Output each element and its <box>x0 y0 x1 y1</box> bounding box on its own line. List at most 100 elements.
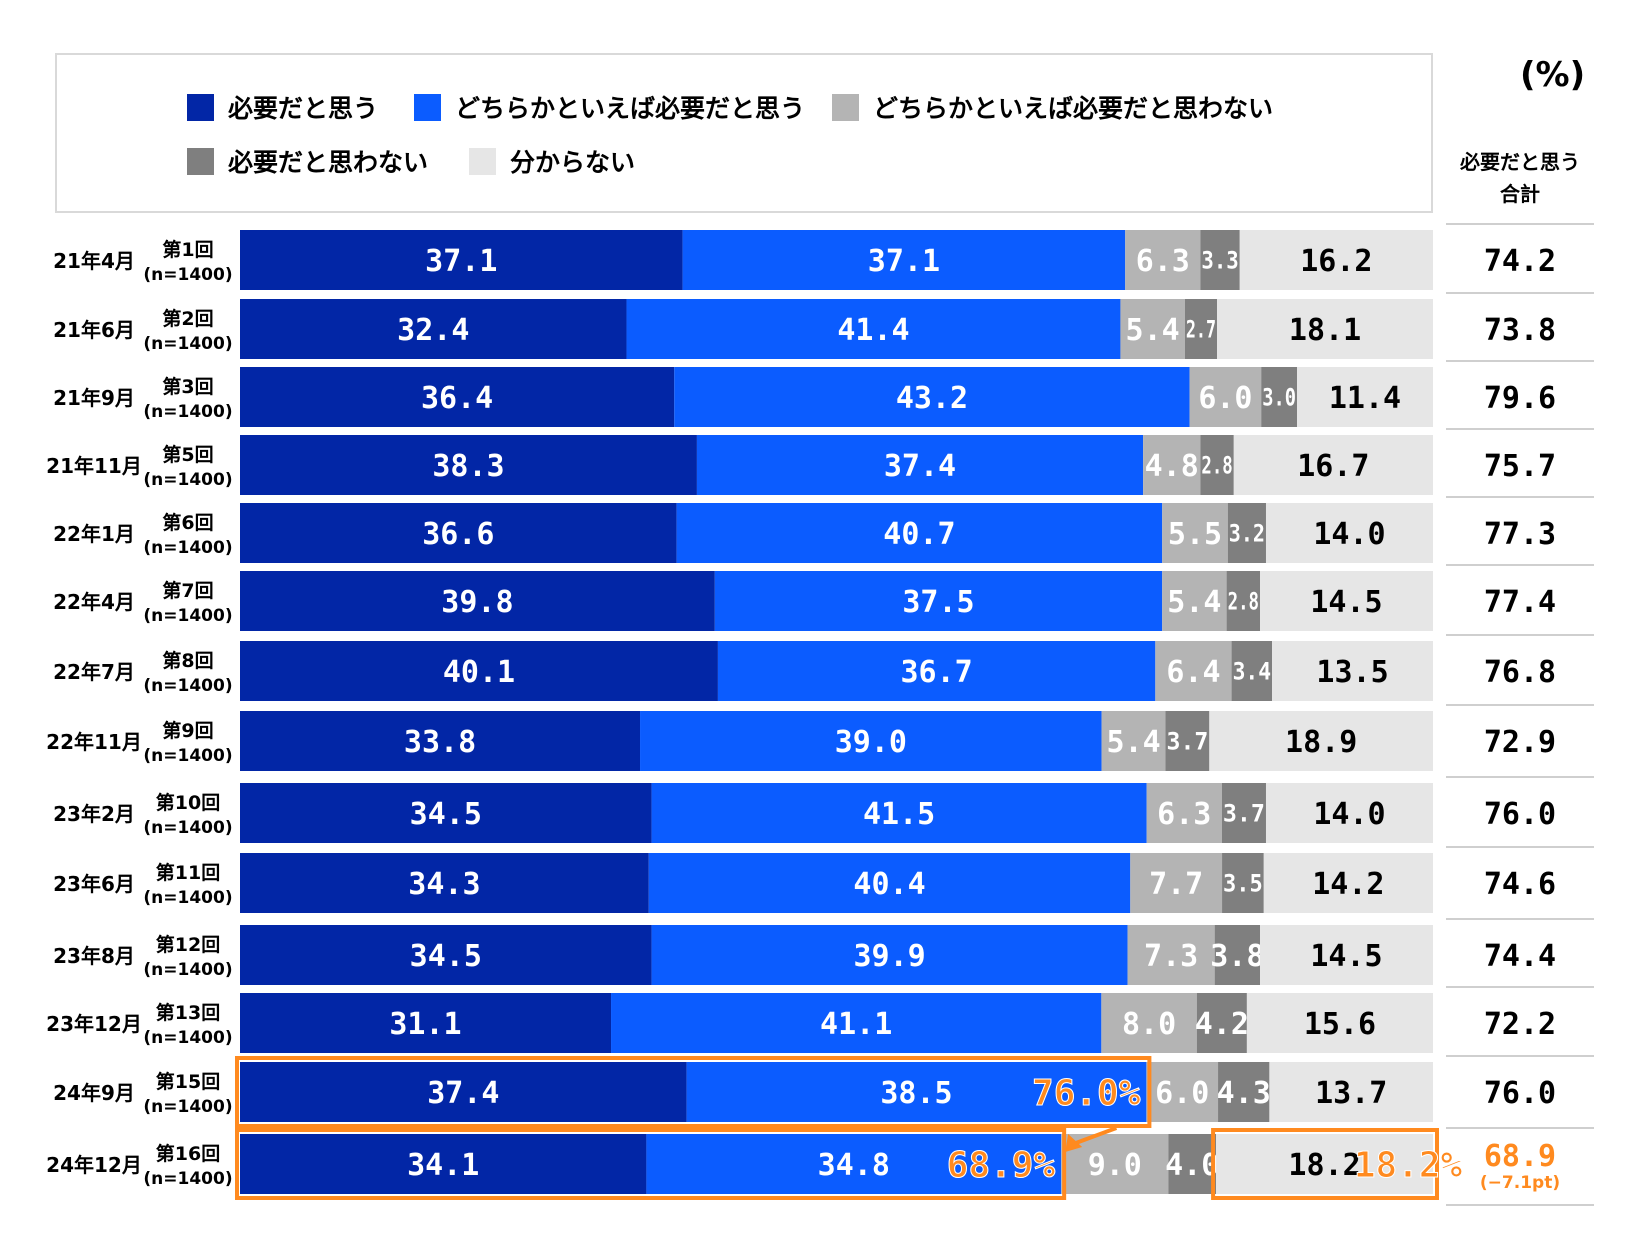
segment-value-label: 7.3 <box>1144 939 1198 974</box>
segment-somewhat-not-needed <box>1127 925 1215 985</box>
segment-not-needed <box>1165 711 1210 771</box>
segment-dont-know <box>1260 571 1433 631</box>
segment-somewhat-needed <box>682 230 1126 290</box>
segment-value-label: 38.3 <box>432 449 504 484</box>
segment-dont-know <box>1269 1062 1433 1122</box>
row-date-label: 22年11月 <box>46 730 142 754</box>
segment-not-needed <box>1168 1134 1217 1194</box>
row-date-label: 23年2月 <box>53 802 135 826</box>
row-wave-label: 第13回 <box>156 1001 220 1024</box>
row-sample-label: (n=1400) <box>143 960 232 980</box>
segment-somewhat-needed <box>648 853 1131 913</box>
segment-value-label: 2.7 <box>1186 316 1216 344</box>
segment-value-label: 3.4 <box>1233 658 1272 686</box>
segment-dont-know <box>1265 783 1433 843</box>
row-date-label: 21年11月 <box>46 454 142 478</box>
segment-somewhat-needed <box>674 367 1190 427</box>
segment-dont-know <box>1265 503 1433 563</box>
row-sample-label: (n=1400) <box>143 1028 232 1048</box>
segment-strongly-needed <box>240 230 683 290</box>
segment-value-label: 5.4 <box>1126 313 1180 348</box>
legend-item-somewhat-needed: どちらかといえば必要だと思う <box>414 89 805 125</box>
segment-dont-know <box>1217 299 1433 359</box>
segment-somewhat-not-needed <box>1189 367 1262 427</box>
legend-label: どちらかといえば必要だと思う <box>455 94 806 123</box>
legend-label: 必要だと思わない <box>228 148 429 177</box>
segment-value-label: 37.1 <box>425 244 497 279</box>
segment-not-needed <box>1226 571 1261 631</box>
unit-label: (%) <box>1520 55 1586 95</box>
row-wave-label: 第8回 <box>162 649 213 672</box>
segment-not-needed <box>1227 503 1266 563</box>
total-value: 74.4 <box>1484 939 1556 974</box>
row-sample-label: (n=1400) <box>143 1097 232 1117</box>
segment-strongly-needed <box>240 993 612 1053</box>
row-wave-label: 第3回 <box>162 375 213 398</box>
segment-not-needed <box>1231 641 1273 701</box>
segment-value-label: 34.5 <box>410 939 482 974</box>
legend-item-dont-know: 分からない <box>469 143 635 179</box>
segment-value-label: 3.7 <box>1223 800 1265 828</box>
segment-value-label: 5.4 <box>1167 585 1221 620</box>
segment-somewhat-needed <box>611 993 1102 1053</box>
segment-dont-know <box>1209 711 1433 771</box>
segment-somewhat-needed <box>696 435 1144 495</box>
segment-somewhat-not-needed <box>1061 1134 1169 1194</box>
total-value: 77.3 <box>1484 517 1556 552</box>
segment-value-label: 16.2 <box>1300 244 1372 279</box>
legend: 必要だと思う どちらかといえば必要だと思う どちらかといえば必要だと思わない 必… <box>55 53 1433 213</box>
segment-value-label: 43.2 <box>896 381 968 416</box>
segment-value-label: 36.4 <box>421 381 493 416</box>
total-value: 74.6 <box>1484 867 1556 902</box>
segment-value-label: 40.4 <box>853 867 925 902</box>
total-column-header: 必要だと思う 合計 <box>1446 146 1594 210</box>
segment-value-label: 37.5 <box>902 585 974 620</box>
segment-not-needed <box>1196 993 1247 1053</box>
highlight-value-label: 76.0% <box>1032 1073 1141 1114</box>
segment-value-label: 18.1 <box>1289 313 1361 348</box>
segment-value-label: 33.8 <box>404 725 476 760</box>
segment-value-label: 3.2 <box>1229 520 1265 548</box>
segment-somewhat-not-needed <box>1143 435 1201 495</box>
segment-value-label: 37.4 <box>427 1076 499 1111</box>
segment-value-label: 15.6 <box>1304 1007 1376 1042</box>
legend-item-not-needed: 必要だと思わない <box>187 143 428 179</box>
segment-somewhat-not-needed <box>1101 711 1166 771</box>
segment-somewhat-needed <box>676 503 1163 563</box>
segment-strongly-needed <box>240 1062 687 1122</box>
segment-value-label: 11.4 <box>1329 381 1401 416</box>
segment-value-label: 9.0 <box>1088 1148 1142 1183</box>
total-value: 73.8 <box>1484 313 1556 348</box>
segment-value-label: 34.3 <box>408 867 480 902</box>
segment-value-label: 4.8 <box>1145 449 1199 484</box>
legend-label: 分からない <box>510 148 636 177</box>
segment-value-label: 3.0 <box>1262 384 1296 412</box>
segment-value-label: 3.7 <box>1167 728 1209 756</box>
segment-somewhat-needed <box>646 1134 1062 1194</box>
row-date-label: 22年1月 <box>53 522 135 546</box>
segment-value-label: 6.0 <box>1198 381 1252 416</box>
legend-label: 必要だと思う <box>228 94 379 123</box>
segment-not-needed <box>1200 230 1240 290</box>
row-date-label: 21年4月 <box>53 249 135 273</box>
row-wave-label: 第2回 <box>162 307 213 330</box>
row-date-label: 23年8月 <box>53 944 135 968</box>
segment-somewhat-needed <box>686 1062 1147 1122</box>
highlight-arrow-head <box>1065 1134 1083 1152</box>
row-wave-label: 第9回 <box>162 719 213 742</box>
row-sample-label: (n=1400) <box>143 818 232 838</box>
row-wave-label: 第16回 <box>156 1142 220 1165</box>
segment-strongly-needed <box>240 853 649 913</box>
segment-value-label: 14.0 <box>1313 797 1385 832</box>
total-value: 72.2 <box>1484 1007 1556 1042</box>
segment-not-needed <box>1222 853 1264 913</box>
row-sample-label: (n=1400) <box>143 470 232 490</box>
segment-dont-know <box>1233 435 1433 495</box>
segment-value-label: 2.8 <box>1228 588 1259 616</box>
legend-item-somewhat-not-needed: どちらかといえば必要だと思わない <box>832 89 1273 125</box>
row-wave-label: 第5回 <box>162 443 213 466</box>
highlight-box-needed-total <box>235 1056 1152 1128</box>
segment-value-label: 6.4 <box>1166 655 1220 690</box>
segment-somewhat-not-needed <box>1101 993 1197 1053</box>
